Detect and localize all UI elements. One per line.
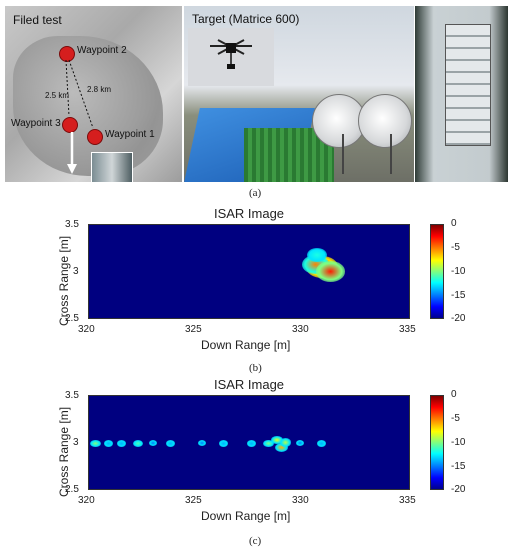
chart-b-xtick: 330: [292, 324, 309, 335]
chart-c-hotspot: [270, 435, 283, 444]
chart-c-plot-area: [88, 395, 410, 490]
waypoint-2-marker: [59, 46, 75, 62]
chart-c-cbar-tick: -15: [451, 461, 466, 472]
caption-b: (b): [249, 362, 262, 374]
chart-c-hotspot: [103, 440, 113, 447]
chart-b-xlabel: Down Range [m]: [201, 338, 291, 352]
chart-c-colorbar: [430, 395, 444, 490]
field-test-map-photo: Filed test Waypoint 2 Waypoint 3 Waypoin…: [5, 6, 182, 182]
waypoint-3-marker: [62, 117, 78, 133]
chart-c-hotspot: [274, 442, 288, 452]
chart-c-hotspot: [116, 440, 126, 447]
chart-c-cbar-tick: 0: [451, 389, 457, 400]
waypoint-1-label: Waypoint 1: [105, 129, 155, 140]
radar-inset-photo: [91, 152, 133, 182]
chart-b-cbar-tick: -10: [451, 266, 466, 277]
chart-c-hotspot: [317, 440, 327, 447]
caption-c: (c): [249, 535, 262, 547]
waypoint-1-marker: [87, 129, 103, 145]
chart-c-xtick: 335: [399, 495, 416, 506]
chart-c-hotspot: [89, 439, 101, 448]
chart-c-hotspot: [262, 439, 274, 448]
chart-c-hotspot: [197, 440, 207, 447]
chart-c-ytick: 3.5: [65, 390, 79, 401]
chart-b-colorbar: [430, 224, 444, 319]
isar-chart-b: ISAR Image Cross Range [m] 3.5 3 2.5 320…: [0, 203, 511, 379]
radar-rack-photo: [415, 6, 508, 182]
chart-c-cbar-tick: -5: [451, 413, 460, 424]
waypoint-2-label: Waypoint 2: [77, 45, 127, 56]
radar-tripod: [342, 134, 392, 174]
chart-c-hotspot: [148, 440, 158, 447]
chart-b-ytick: 3.5: [65, 219, 79, 230]
chart-b-xtick: 320: [78, 324, 95, 335]
chart-c-ytick: 2.5: [65, 484, 79, 495]
chart-b-ytick: 3: [73, 266, 79, 277]
test-setup-photo-strip: Filed test Waypoint 2 Waypoint 3 Waypoin…: [5, 6, 508, 182]
chart-b-hotspot: [315, 261, 345, 282]
equipment-rack: [445, 24, 491, 146]
distance-label-2-5km: 2.5 km: [45, 91, 70, 100]
drone-icon: [210, 39, 252, 69]
chart-b-plot-area: [88, 224, 410, 319]
chart-c-title: ISAR Image: [213, 377, 285, 392]
target-title: Target (Matrice 600): [192, 12, 300, 26]
chart-c-xlabel: Down Range [m]: [201, 509, 291, 523]
chart-b-title: ISAR Image: [213, 206, 285, 221]
isar-chart-c: ISAR Image Cross Range [m] 3.5 3 2.5 320…: [0, 374, 511, 550]
chart-c-hotspot: [279, 438, 292, 447]
chart-c-cbar-tick: -10: [451, 437, 466, 448]
chart-c-hotspot: [132, 439, 144, 448]
chart-b-ytick: 2.5: [65, 313, 79, 324]
chart-b-cbar-tick: 0: [451, 218, 457, 229]
map-terrain: [13, 36, 163, 176]
chart-c-xtick: 320: [78, 495, 95, 506]
map-title: Filed test: [13, 13, 62, 27]
chart-c-hotspot: [218, 440, 228, 447]
chart-c-ytick: 3: [73, 437, 79, 448]
chart-c-hotspot: [295, 440, 305, 447]
chart-c-hotspot: [165, 440, 175, 447]
chart-b-hotspot: [307, 247, 328, 262]
chart-c-cbar-tick: -20: [451, 484, 466, 495]
distance-label-2-8km: 2.8 km: [87, 85, 112, 94]
caption-a: (a): [249, 187, 262, 199]
chart-c-hotspot: [246, 440, 256, 447]
target-site-photo: Target (Matrice 600): [184, 6, 414, 182]
chart-b-cbar-tick: -5: [451, 242, 460, 253]
waypoint-3-label: Waypoint 3: [11, 118, 61, 129]
chart-b-cbar-tick: -20: [451, 313, 466, 324]
chart-c-xtick: 325: [185, 495, 202, 506]
radar-dish-right: [358, 94, 412, 148]
chart-c-xtick: 330: [292, 495, 309, 506]
drone-inset-photo: [188, 28, 274, 86]
chart-b-xtick: 325: [185, 324, 202, 335]
chart-b-cbar-tick: -15: [451, 290, 466, 301]
chart-b-xtick: 335: [399, 324, 416, 335]
flight-path-arrows: [65, 59, 94, 174]
